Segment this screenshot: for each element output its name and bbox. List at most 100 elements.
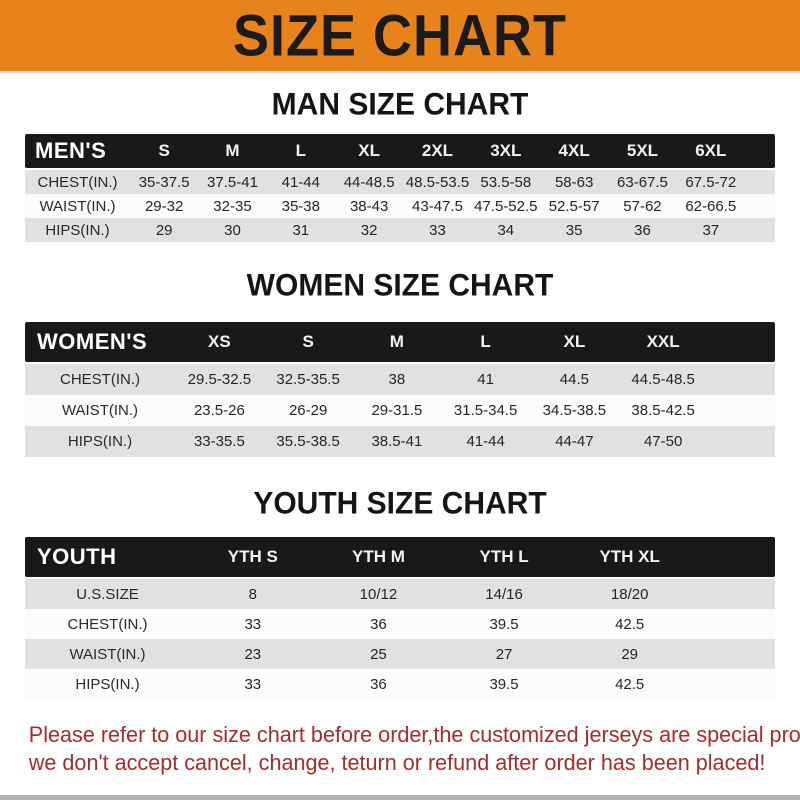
row-label-cell: CHEST(IN.) — [67, 615, 148, 633]
size-value-cell: 35 — [565, 221, 583, 239]
column-header-cell: L — [480, 332, 491, 351]
size-value-cell: 33-35.5 — [193, 433, 245, 450]
size-value-cell: 27 — [495, 645, 513, 663]
column-header-cell: 6XL — [695, 141, 727, 160]
column-header-cell: M — [389, 332, 404, 351]
size-value-cell: 10/12 — [359, 585, 398, 603]
row-label-cell: U.S.SIZE — [76, 585, 139, 603]
size-value-cell: 36 — [370, 675, 387, 693]
size-value-cell: 35.5-38.5 — [276, 433, 340, 450]
size-value-cell: 31 — [292, 221, 310, 239]
size-value-cell: 44-47 — [555, 433, 594, 450]
row-label-cell: HIPS(IN.) — [45, 221, 110, 239]
column-header-cell: 2XL — [421, 141, 454, 160]
footer-line-1: Please refer to our size chart before or… — [28, 722, 800, 747]
size-row-waistin: WAIST(IN.) 23 25 27 29 — [25, 639, 775, 669]
column-header-cell: YTH XL — [599, 547, 660, 566]
size-row-chestin: CHEST(IN.) 29.5-32.5 32.5-35.5 38 41 44.5 44.5… — [25, 364, 775, 395]
size-table: MEN'S S M L XL 2XL 3XL 4XL 5XL 6XL CHEST(IN.) 35-… — [25, 134, 775, 242]
size-row-waistin: WAIST(IN.) 29-32 32-35 35-38 38-43 43-47.5 47.… — [25, 194, 775, 218]
size-value-cell: 63-67.5 — [617, 173, 668, 191]
size-value-cell: 29 — [155, 221, 173, 239]
table-header-label: MEN'S — [35, 138, 107, 163]
section-title: WOMEN SIZE CHART — [246, 268, 554, 303]
size-value-cell: 52.5-57 — [548, 197, 600, 215]
size-value-cell: 48.5-53.5 — [405, 173, 470, 191]
size-value-cell: 37.5-41 — [207, 173, 258, 191]
size-value-cell: 29-32 — [144, 197, 184, 215]
table-header-row: MEN'S S M L XL 2XL 3XL 4XL 5XL 6XL — [25, 134, 775, 168]
size-value-cell: 38.5-41 — [371, 433, 423, 450]
size-value-cell: 32-35 — [213, 197, 252, 215]
size-value-cell: 33 — [244, 615, 262, 633]
size-value-cell: 18/20 — [610, 585, 649, 603]
table-header-label: WOMEN'S — [37, 329, 148, 354]
column-header-cell: XS — [208, 332, 231, 351]
size-value-cell: 39.5 — [489, 615, 519, 633]
size-value-cell: 25 — [370, 645, 387, 663]
size-row-hipsin: HIPS(IN.) 33-35.5 35.5-38.5 38.5-41 41-44 44-… — [25, 426, 775, 457]
size-chart-section-men: MAN SIZE CHART MEN'S S M L XL 2XL 3XL 4XL 5XL 6X… — [0, 87, 800, 242]
size-value-cell: 35-37.5 — [138, 173, 190, 191]
size-value-cell: 31.5-34.5 — [453, 402, 518, 419]
size-value-cell: 57-62 — [623, 197, 662, 215]
size-value-cell: 36 — [634, 221, 651, 239]
size-value-cell: 33 — [429, 221, 446, 239]
column-header-cell: XL — [358, 141, 381, 160]
column-header-cell: YTH M — [351, 547, 405, 566]
table-header-label: YOUTH — [37, 544, 117, 569]
column-header-cell: YTH L — [479, 547, 529, 566]
table-header-row: WOMEN'S XS S M L XL XXL — [25, 322, 775, 362]
size-value-cell: 44-48.5 — [343, 173, 395, 191]
size-chart-banner: SIZE CHART — [0, 0, 800, 73]
section-title: YOUTH SIZE CHART — [253, 486, 547, 521]
size-value-cell: 38-43 — [349, 197, 389, 215]
size-value-cell: 35-38 — [281, 197, 320, 215]
size-value-cell: 62-66.5 — [685, 197, 737, 215]
size-table: WOMEN'S XS S M L XL XXL CHEST(IN.) 29.5-32.5 32… — [25, 322, 775, 457]
column-header-cell: 5XL — [626, 141, 659, 160]
footer-note: Please refer to our size chart before or… — [0, 721, 800, 777]
size-value-cell: 29-31.5 — [371, 402, 423, 419]
size-value-cell: 32 — [360, 221, 378, 239]
column-header-cell: S — [158, 141, 170, 160]
row-label-cell: WAIST(IN.) — [69, 645, 146, 663]
sections: MAN SIZE CHART MEN'S S M L XL 2XL 3XL 4XL 5XL 6X… — [0, 87, 800, 699]
column-header-cell: 4XL — [558, 141, 590, 160]
size-row-ussize: U.S.SIZE 8 10/12 14/16 18/20 — [25, 579, 775, 609]
size-value-cell: 33 — [244, 675, 262, 693]
size-value-cell: 8 — [248, 585, 257, 603]
column-header-cell: S — [302, 332, 314, 351]
size-value-cell: 34.5-38.5 — [542, 402, 607, 419]
row-label-cell: CHEST(IN.) — [37, 173, 118, 191]
footer-line-2: we don't accept cancel, change, teturn o… — [28, 750, 766, 775]
column-header-cell: YTH S — [227, 547, 278, 566]
size-value-cell: 36 — [370, 615, 387, 633]
size-chart-section-women: WOMEN SIZE CHART WOMEN'S XS S M L XL XXL CHES… — [0, 268, 800, 457]
bottom-edge-strip — [0, 795, 800, 800]
size-value-cell: 58-63 — [554, 173, 594, 191]
size-value-cell: 38 — [388, 371, 406, 388]
size-value-cell: 37 — [702, 221, 720, 239]
size-value-cell: 41-44 — [281, 173, 320, 191]
size-value-cell: 29.5-32.5 — [187, 371, 252, 388]
row-label-cell: HIPS(IN.) — [75, 675, 140, 693]
size-value-cell: 23 — [244, 645, 262, 663]
size-value-cell: 47.5-52.5 — [474, 197, 538, 215]
row-label-cell: WAIST(IN.) — [61, 402, 139, 419]
page-title: SIZE CHART — [233, 3, 567, 68]
size-value-cell: 14/16 — [485, 585, 523, 603]
size-value-cell: 44.5 — [559, 371, 589, 388]
size-value-cell: 39.5 — [489, 675, 519, 693]
size-value-cell: 32.5-35.5 — [276, 371, 340, 388]
row-label-cell: CHEST(IN.) — [60, 371, 140, 388]
size-value-cell: 34 — [497, 221, 515, 239]
row-label-cell: HIPS(IN.) — [67, 433, 133, 450]
size-value-cell: 53.5-58 — [480, 173, 532, 191]
size-row-hipsin: HIPS(IN.) 33 36 39.5 42.5 — [25, 669, 775, 699]
size-value-cell: 43-47.5 — [412, 197, 463, 215]
size-value-cell: 38.5-42.5 — [631, 402, 695, 419]
size-value-cell: 47-50 — [643, 433, 683, 450]
column-header-cell: L — [295, 141, 307, 160]
size-table: YOUTH YTH S YTH M YTH L YTH XL U.S.SIZE 8 10/… — [25, 537, 775, 699]
